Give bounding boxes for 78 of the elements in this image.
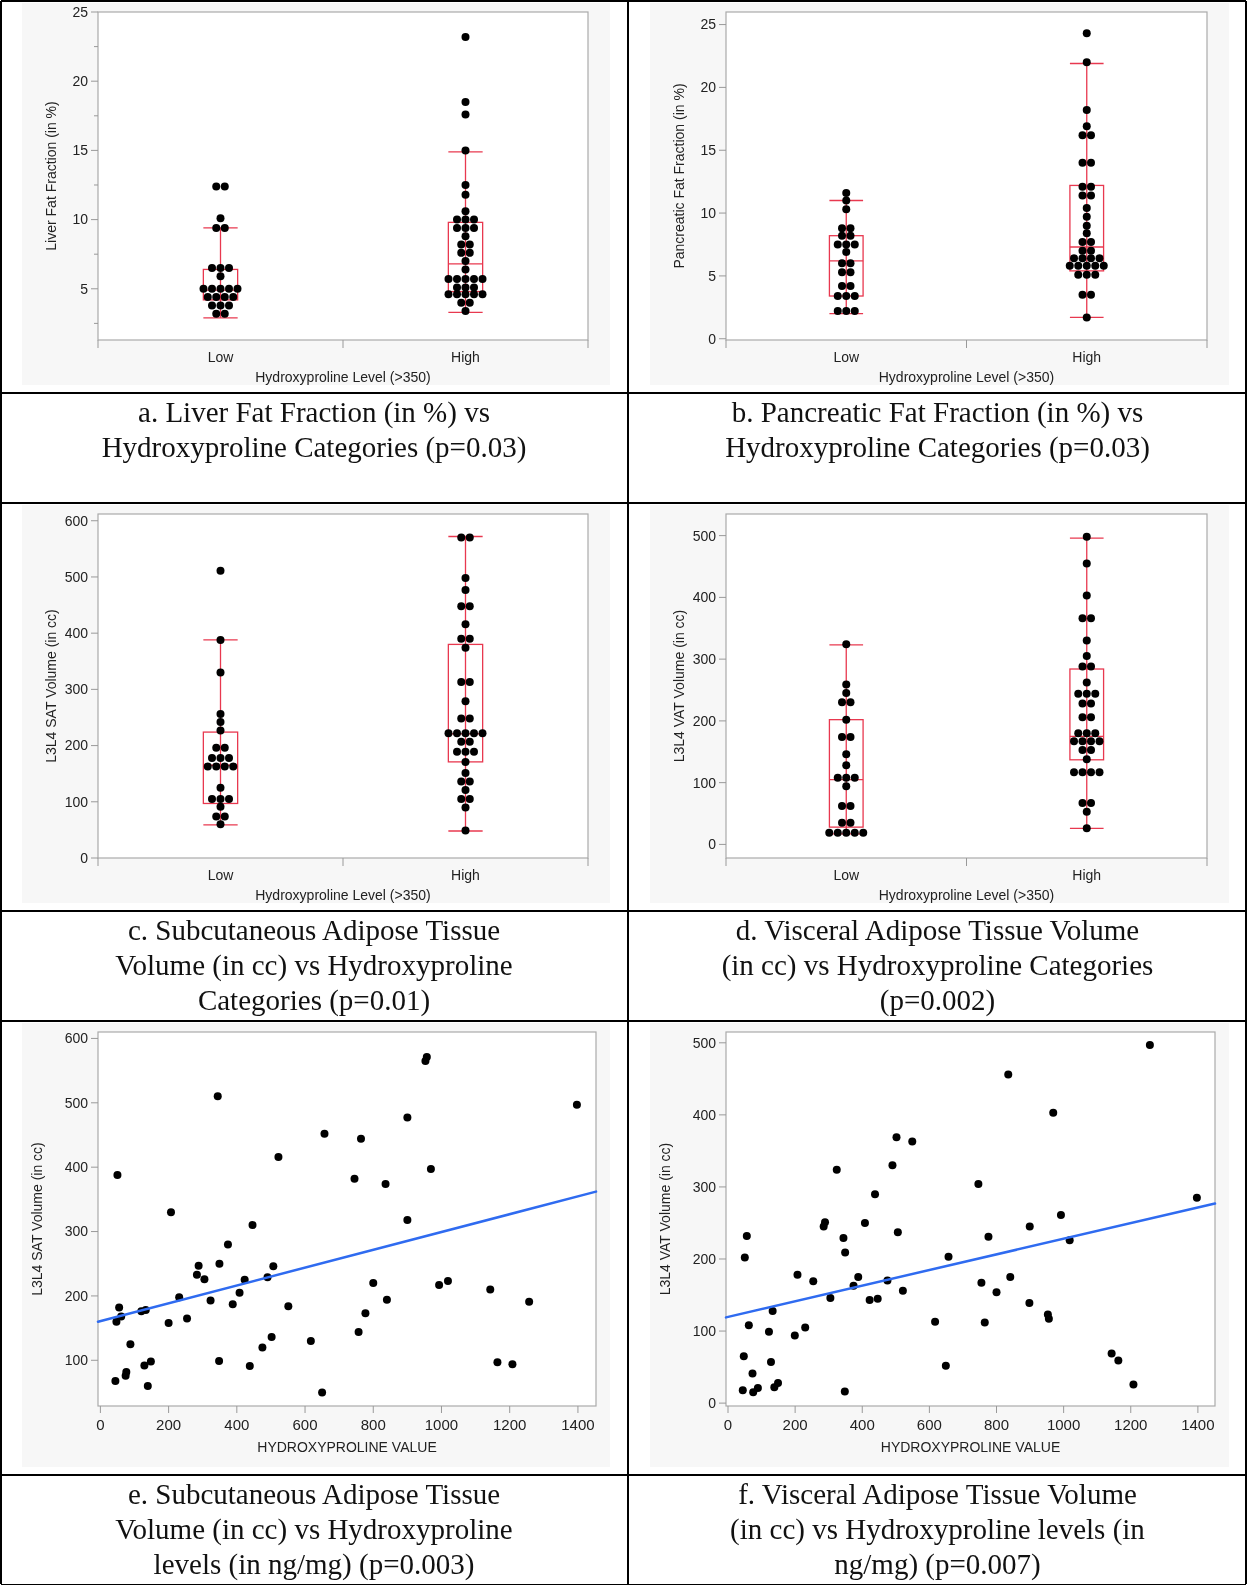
x-tick-label: Low [207,867,235,883]
x-tick-label: 800 [983,1416,1010,1433]
y-tick-label: 0 [708,1395,717,1412]
x-tick-label: 1000 [424,1416,459,1433]
y-tick-label: 400 [64,1159,89,1176]
x-tick-label: 800 [360,1416,386,1433]
x-tick-label: 1200 [1114,1416,1148,1433]
text: f. Visceral Adipose Tissue Volume (in cc) vs Hydroxyproline levels (in ng/mg) (p=0.007) [730,1478,1146,1581]
y-tick-label: 400 [692,589,717,606]
x-tick-label: 0 [723,1416,733,1433]
y-tick-label: 15 [72,142,89,159]
x-tick-label: 200 [782,1416,808,1433]
x-tick-label: Low [833,867,860,883]
text: a. Liver Fat Fraction (in %) vs Hydroxyproline Categories (p=0.03) [101,396,527,464]
y-tick-label: 0 [80,849,89,866]
y-tick-label: 300 [692,1178,717,1195]
y-tick-label: 300 [64,681,89,698]
y-tick-label: 100 [692,774,717,791]
y-tick-label: 25 [72,3,89,20]
x-axis-title: Hydroxyproline Level (>350) [255,887,431,903]
x-tick-label: 0 [96,1416,105,1433]
y-axis-title: L3L4 SAT Volume (in cc) [43,609,59,763]
y-tick-label: 25 [700,16,717,33]
y-tick-label: 10 [72,211,89,228]
y-tick-label: 5 [80,280,89,297]
y-axis-title: Pancreatic Fat Fraction (in %) [671,83,687,269]
y-axis-title: L3L4 VAT Volume (in cc) [657,1142,673,1296]
x-tick-label: High [1072,349,1102,365]
x-tick-label: 600 [916,1416,942,1433]
x-tick-label: 200 [156,1416,182,1433]
x-tick-label: High [451,867,480,883]
y-tick-label: 200 [64,1287,89,1304]
x-axis-title: Hydroxyproline Level (>350) [878,369,1055,385]
y-tick-label: 15 [700,142,717,159]
y-tick-label: 10 [700,204,717,221]
y-tick-label: 5 [708,267,717,284]
x-tick-label: 400 [224,1416,250,1433]
y-tick-label: 600 [64,512,89,529]
y-tick-label: 500 [64,568,89,585]
y-axis-title: L3L4 SAT Volume (in cc) [29,1142,45,1296]
y-tick-label: 20 [72,73,89,90]
x-tick-label: Low [833,349,860,365]
x-tick-label: High [451,349,480,365]
text: d. Visceral Adipose Tissue Volume (in cc) vs Hydroxyproline Categories (p=0.002) [721,914,1154,1017]
y-axis-title: L3L4 VAT Volume (in cc) [671,609,687,763]
y-tick-label: 600 [64,1030,89,1047]
x-tick-label: High [1072,867,1102,883]
x-tick-label: 600 [292,1416,318,1433]
y-tick-label: 400 [692,1106,717,1123]
x-axis-title: HYDROXYPROLINE VALUE [880,1439,1061,1455]
x-tick-label: 1400 [1181,1416,1215,1433]
x-tick-label: 1000 [1046,1416,1081,1433]
x-axis-title: HYDROXYPROLINE VALUE [257,1439,437,1455]
text: b. Pancreatic Fat Fraction (in %) vs Hydroxyproline Categories (p=0.03) [725,396,1150,464]
y-tick-label: 400 [64,625,89,642]
y-tick-label: 100 [692,1322,717,1339]
text: e. Subcutaneous Adipose Tissue Volume (in cc) vs Hydroxyproline levels (in ng/mg) (p=0.003) [115,1478,513,1581]
x-axis-title: Hydroxyproline Level (>350) [878,887,1055,903]
y-tick-label: 500 [64,1094,89,1111]
y-tick-label: 200 [692,712,717,729]
x-tick-label: 1200 [493,1416,527,1433]
y-tick-label: 100 [64,793,89,810]
y-tick-label: 300 [692,651,717,668]
y-tick-label: 0 [708,836,717,853]
y-tick-label: 0 [708,330,717,347]
y-tick-label: 500 [692,527,717,544]
text: c. Subcutaneous Adipose Tissue Volume (in cc) vs Hydroxyproline Categories (p=0.01) [115,914,513,1017]
y-axis-title: Liver Fat Fraction (in %) [43,101,59,251]
y-tick-label: 20 [700,79,717,96]
y-tick-label: 200 [64,737,89,754]
x-tick-label: Low [207,349,235,365]
x-axis-title: Hydroxyproline Level (>350) [255,369,431,385]
x-tick-label: 1400 [561,1416,595,1433]
y-tick-label: 300 [64,1223,89,1240]
x-tick-label: 400 [849,1416,875,1433]
y-tick-label: 200 [692,1250,717,1267]
y-tick-label: 500 [692,1034,717,1051]
y-tick-label: 100 [64,1352,89,1369]
